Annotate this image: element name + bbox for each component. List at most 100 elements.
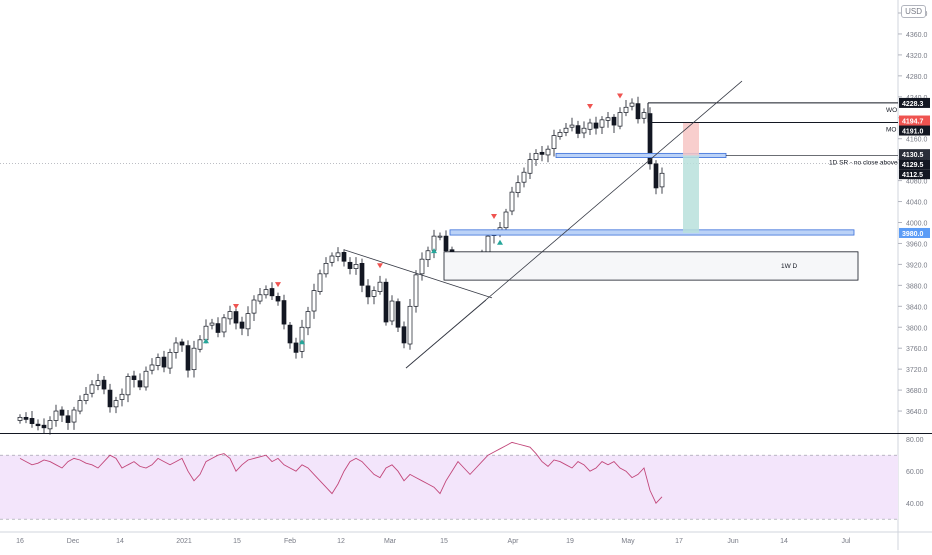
candle [509,191,515,212]
weekly-d-annotation: 1W D [781,263,798,270]
candle [161,356,167,368]
price-label-text: 4191.0 [902,129,924,136]
rsi-line [19,441,663,504]
bearish-marker [275,282,281,288]
candle [263,289,269,296]
price-label-box [899,115,930,126]
candle [569,124,575,128]
weekly-demand-zone [443,251,859,281]
candle [185,345,191,371]
candle [281,300,287,325]
candle [629,102,635,107]
candle [659,172,665,188]
bullish-marker [431,248,437,254]
candle [635,103,641,120]
time-tick-label: 2021 [176,538,192,545]
candle [143,370,149,388]
candle [197,339,203,350]
candle [29,418,35,424]
candle [149,364,155,371]
bearish-marker [377,263,383,269]
candle [227,311,233,320]
candle [419,258,425,275]
candle [347,261,353,269]
candle [581,127,587,134]
candle [605,117,611,121]
bearish-marker [233,304,239,310]
candle [47,420,53,430]
currency-badge[interactable]: USD [901,5,926,18]
price-label-box [899,227,930,238]
candle [155,357,161,366]
candle [107,389,113,408]
candle [353,264,359,269]
time-axis: 16 Dec 14 2021 15 Feb 12 Mar 15 Apr 19 May 17 Jun 14 Ju… [0,531,932,545]
candle [389,300,395,322]
price-label-box [899,169,930,180]
candle [401,326,407,344]
candle [641,112,647,119]
price-tick-label: 4080.0 [906,179,928,186]
candle [647,113,653,165]
price-tick-label: 3720.0 [906,367,928,374]
time-tick-label: 15 [233,538,241,545]
candle [557,132,563,137]
candle [587,122,593,130]
time-tick-label: Jul [842,538,851,545]
bullish-marker [203,338,209,344]
candle [203,325,209,341]
candle [209,322,215,326]
candle [215,323,221,333]
price-tick-label: 3640.0 [906,409,928,416]
price-label-text: 4130.5 [902,152,924,159]
candle [611,116,617,126]
sr-zone [555,152,727,158]
candle [245,313,251,330]
candle [35,423,41,427]
price-label-text: 4112.5 [902,172,923,179]
time-tick-label: 14 [116,538,124,545]
candle [311,290,317,312]
candle [269,288,275,297]
price-tick-label: 3840.0 [906,304,928,311]
candle [305,311,311,329]
candles [17,93,665,435]
price-tick-label: 4360.0 [906,32,928,39]
candle [137,380,143,388]
price-label-box [899,149,930,160]
candle [293,342,299,353]
candle [515,182,521,193]
bearish-marker [617,93,623,99]
time-tick-label: Mar [384,538,397,545]
time-tick-label: Feb [284,538,296,545]
candle [41,424,47,429]
price-label-text: 3980.0 [902,231,924,238]
candle [371,290,377,297]
candle [341,252,347,262]
falling-trendline [343,249,493,299]
risk-zone [683,122,699,156]
price-tick-label: 3880.0 [906,283,928,290]
time-tick-label: May [621,538,635,545]
candle [257,294,263,302]
price-tick-label: 4320.0 [906,53,928,60]
price-label-box [899,97,930,108]
candle [365,285,371,298]
candle [101,379,107,390]
price-tick-label: 3760.0 [906,346,928,353]
candle [167,352,173,369]
candle [59,409,65,416]
rsi-tick-label: 60.00 [906,469,924,476]
time-tick-label: 15 [440,538,448,545]
price-tick-label: 3960.0 [906,241,928,248]
candle [359,263,365,286]
candle [593,122,599,129]
candle [239,321,245,329]
price-label-box [899,125,930,136]
time-tick-label: Jun [727,538,738,545]
candle [77,400,83,412]
candle [125,376,131,396]
candle [443,235,449,252]
